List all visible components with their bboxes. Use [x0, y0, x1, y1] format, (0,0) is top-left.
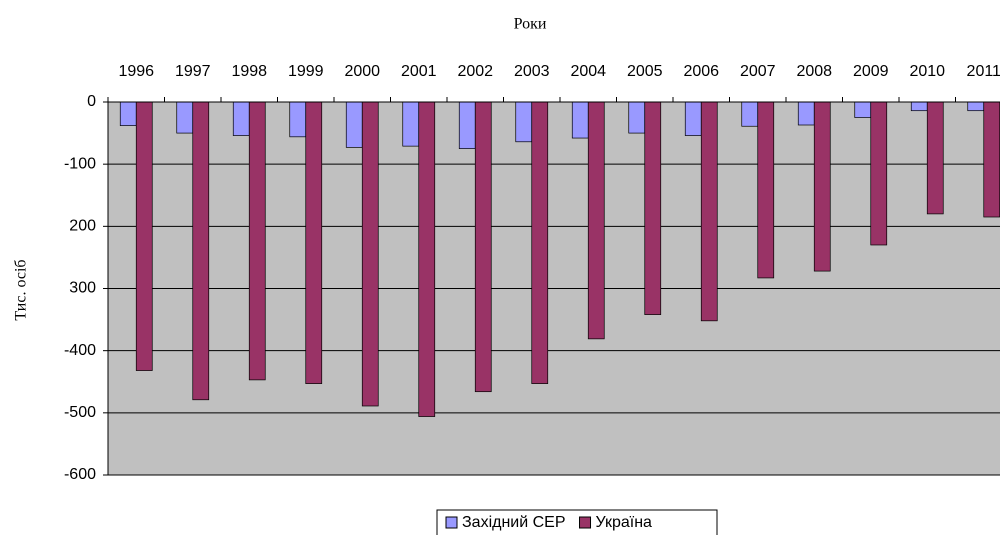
x-tick-label: 2006 [683, 63, 719, 80]
x-tick-label: 2003 [514, 63, 550, 80]
bar [135, 101, 153, 371]
bar [402, 101, 420, 147]
bar [571, 101, 589, 139]
legend-box [436, 509, 718, 535]
bar [361, 101, 379, 407]
bar [248, 101, 266, 381]
y-tick-label: -100 [64, 155, 96, 172]
bar [176, 101, 194, 134]
y-tick-label: -500 [64, 404, 96, 421]
bar [700, 101, 718, 322]
x-tick-label: 2008 [796, 63, 832, 80]
bar [741, 101, 759, 127]
bar [870, 101, 888, 246]
bar [926, 101, 944, 215]
bar [854, 101, 872, 118]
y-tick-label: -400 [64, 342, 96, 359]
bar [967, 101, 985, 112]
bar [628, 101, 646, 134]
bar [515, 101, 533, 143]
legend-label: Західний СЕР [462, 514, 566, 531]
x-tick-label: 2009 [853, 63, 889, 80]
x-tick-label: 1996 [118, 63, 154, 80]
y-tick-label: -600 [64, 466, 96, 483]
x-tick-label: 2010 [909, 63, 945, 80]
bar [813, 101, 831, 272]
y-axis-label: Тис. осіб [13, 259, 30, 320]
x-tick-label: 2007 [740, 63, 776, 80]
bar [474, 101, 492, 393]
bar [983, 101, 1000, 218]
x-tick-label: 1999 [288, 63, 324, 80]
bar [345, 101, 363, 148]
legend-swatch [579, 516, 592, 529]
legend-label: Україна [596, 514, 653, 531]
bar [757, 101, 775, 279]
x-tick-label: 1997 [175, 63, 211, 80]
bar [684, 101, 702, 136]
y-tick-label: 0 [87, 93, 96, 110]
x-tick-label: 2004 [570, 63, 606, 80]
y-tick-label: 200 [69, 218, 96, 235]
x-tick-label: 1998 [231, 63, 267, 80]
x-tick-label: 2000 [344, 63, 380, 80]
y-tick-label: 300 [69, 280, 96, 297]
bar [289, 101, 307, 138]
legend-swatch [445, 516, 458, 529]
x-tick-label: 2005 [627, 63, 663, 80]
chart-title: Роки [514, 16, 547, 33]
x-tick-label: 2011 [967, 63, 1000, 80]
bar [458, 101, 476, 149]
bar [531, 101, 549, 384]
bar [797, 101, 815, 126]
bar [418, 101, 436, 417]
x-tick-label: 2001 [401, 63, 437, 80]
bar [644, 101, 662, 315]
bar [119, 101, 137, 126]
bar [192, 101, 210, 401]
bar [305, 101, 323, 384]
bar [232, 101, 250, 136]
bar [910, 101, 928, 112]
x-tick-label: 2002 [457, 63, 493, 80]
bar [587, 101, 605, 340]
